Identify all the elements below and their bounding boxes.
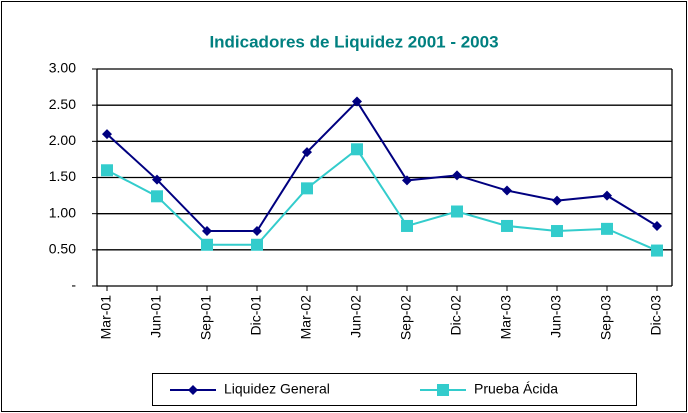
legend-label: Liquidez General	[224, 381, 330, 397]
series-line	[106, 147, 658, 252]
y-tick-label: 2.50	[49, 96, 76, 112]
legend-label: Prueba Ácida	[474, 381, 558, 397]
x-tick-label: Mar-02	[298, 295, 314, 340]
y-tick-label: 1.00	[49, 204, 76, 220]
point	[188, 385, 198, 395]
point	[252, 226, 262, 237]
y-tick-label: 2.00	[49, 132, 76, 148]
x-tick-label: Sep-02	[398, 295, 414, 340]
x-tick-label: Mar-01	[98, 295, 114, 340]
point	[351, 143, 363, 156]
point	[402, 175, 412, 186]
x-tick-label: Jun-01	[148, 295, 164, 338]
point	[502, 185, 512, 196]
point	[452, 170, 462, 181]
point	[601, 222, 613, 235]
chart-title: Indicadores de Liquidez 2001 - 2003	[209, 32, 498, 51]
point	[552, 195, 562, 206]
point	[651, 244, 663, 257]
point	[501, 219, 513, 232]
x-tick-label: Mar-03	[498, 295, 514, 340]
x-tick-label: Dic-03	[648, 295, 664, 336]
y-tick-label: -	[71, 277, 76, 293]
y-tick-label: 0.50	[49, 241, 76, 257]
point	[151, 190, 163, 203]
point	[251, 238, 263, 251]
point	[201, 238, 213, 251]
series-line	[106, 99, 658, 233]
point	[451, 205, 463, 218]
legend-box	[152, 373, 637, 406]
point	[652, 220, 662, 231]
point	[551, 225, 563, 238]
point	[302, 147, 312, 158]
point	[602, 190, 612, 201]
x-tick-label: Sep-01	[198, 295, 214, 340]
point	[401, 219, 413, 232]
x-tick-label: Dic-01	[248, 295, 264, 336]
point	[352, 96, 362, 107]
point	[152, 174, 162, 185]
x-tick-label: Dic-02	[448, 295, 464, 336]
point	[102, 129, 112, 140]
point	[202, 226, 212, 237]
x-tick-label: Jun-02	[348, 295, 364, 338]
y-tick-label: 3.00	[49, 60, 76, 76]
point	[437, 384, 449, 396]
point	[301, 182, 313, 195]
x-tick-label: Sep-03	[598, 295, 614, 340]
point	[101, 164, 113, 177]
y-tick-label: 1.50	[49, 168, 76, 184]
x-tick-label: Jun-03	[548, 295, 564, 338]
